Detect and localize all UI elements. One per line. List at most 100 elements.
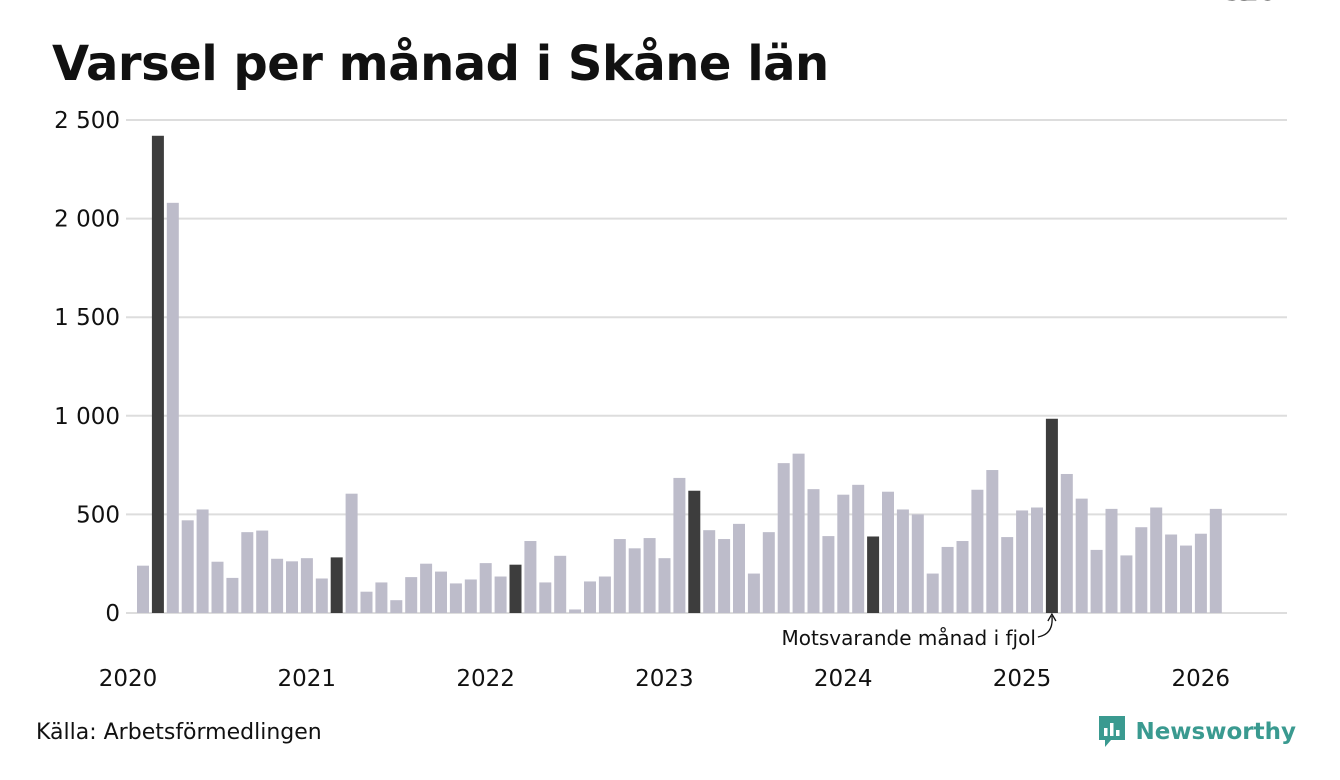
annotations: feb528 Motsvarande månad i fjol	[782, 0, 1277, 650]
bar	[211, 561, 224, 613]
bar	[137, 565, 149, 613]
bar	[1180, 545, 1192, 613]
bar	[598, 576, 611, 613]
bar	[375, 582, 388, 613]
bar	[971, 489, 984, 613]
bar	[464, 579, 477, 613]
bar	[628, 548, 641, 613]
bar	[539, 582, 552, 613]
bar	[1075, 498, 1088, 613]
bar	[315, 578, 328, 613]
bar	[390, 600, 403, 613]
bar	[762, 532, 775, 613]
bar	[241, 532, 254, 613]
x-tick-label: 2023	[635, 666, 694, 692]
bar	[911, 514, 924, 613]
bar-same-month-last-year	[509, 564, 522, 613]
x-tick-label: 2021	[278, 666, 337, 692]
bar	[1105, 508, 1118, 613]
bar-same-month-last-year	[1045, 418, 1058, 613]
y-tick-label: 0	[105, 601, 120, 627]
bar	[449, 583, 462, 613]
bar	[1016, 510, 1029, 613]
bar	[181, 520, 194, 613]
bar	[420, 563, 433, 613]
bar	[643, 538, 656, 613]
annotation-arrowhead	[1047, 612, 1057, 622]
same-month-annotation: Motsvarande månad i fjol	[782, 626, 1036, 650]
bar-same-month-last-year	[330, 557, 343, 613]
bar	[300, 558, 313, 613]
newsworthy-chart-icon	[1099, 716, 1126, 747]
bar	[747, 573, 760, 613]
current-value-label: 528	[1225, 0, 1277, 7]
bar-same-month-last-year	[867, 536, 880, 613]
bar	[196, 509, 209, 613]
bar	[718, 539, 731, 613]
bars	[137, 135, 1222, 613]
bar	[494, 576, 507, 613]
bar	[1150, 507, 1163, 613]
bar	[1001, 537, 1014, 613]
y-tick-label: 500	[76, 502, 120, 528]
bar	[271, 558, 284, 613]
y-tick-label: 1 500	[54, 305, 120, 331]
x-tick-label: 2025	[993, 666, 1052, 692]
bar	[733, 523, 745, 613]
bar	[405, 577, 418, 613]
y-tick-label: 2 000	[54, 207, 120, 233]
bar-same-month-last-year	[151, 135, 164, 613]
bar	[986, 470, 999, 613]
bar	[956, 541, 969, 613]
bar	[1209, 508, 1222, 613]
bar	[1194, 533, 1207, 613]
bar	[1135, 527, 1148, 613]
bar	[703, 530, 716, 613]
bar	[882, 491, 894, 613]
bar	[435, 571, 447, 613]
bar	[286, 561, 298, 613]
bar	[613, 539, 626, 613]
x-tick-label: 2020	[99, 666, 158, 692]
bar	[1090, 549, 1103, 613]
bar	[524, 541, 537, 613]
bar	[1165, 534, 1178, 613]
bar	[1060, 473, 1073, 613]
y-axis-tick-labels: 0 500 1 000 1 500 2 000 2 500	[54, 108, 120, 627]
bar	[554, 555, 567, 613]
x-axis-tick-labels: 2020 2021 2022 2023 2024 2025 2026	[99, 666, 1230, 692]
bar	[226, 577, 239, 613]
bar	[166, 202, 179, 613]
x-tick-label: 2022	[456, 666, 515, 692]
bar	[807, 489, 820, 613]
bar	[852, 484, 865, 613]
bar	[673, 477, 686, 613]
newsworthy-logo: Newsworthy	[1097, 714, 1296, 750]
current-month-label: feb	[1225, 0, 1268, 7]
bar	[822, 536, 835, 613]
bar	[1031, 507, 1043, 613]
y-tick-label: 2 500	[54, 108, 120, 134]
bar	[896, 509, 909, 613]
bar	[584, 581, 596, 613]
source-credit: Källa: Arbetsförmedlingen	[36, 720, 322, 745]
x-tick-label: 2024	[814, 666, 873, 692]
bar	[256, 530, 269, 613]
chart-title: Varsel per månad i Skåne län	[52, 36, 829, 92]
bar-same-month-last-year	[688, 490, 701, 613]
bar	[837, 494, 850, 613]
bar	[777, 463, 790, 613]
bar	[345, 493, 358, 613]
brand-name: Newsworthy	[1135, 719, 1296, 745]
bar	[941, 546, 954, 613]
bar	[792, 453, 805, 613]
bar	[569, 609, 582, 613]
bar	[1120, 555, 1133, 613]
bar	[360, 591, 373, 613]
bar	[479, 563, 492, 613]
y-tick-label: 1 000	[54, 404, 120, 430]
bar	[926, 573, 939, 613]
bar	[658, 558, 671, 613]
annotation-arrow	[1037, 615, 1053, 638]
